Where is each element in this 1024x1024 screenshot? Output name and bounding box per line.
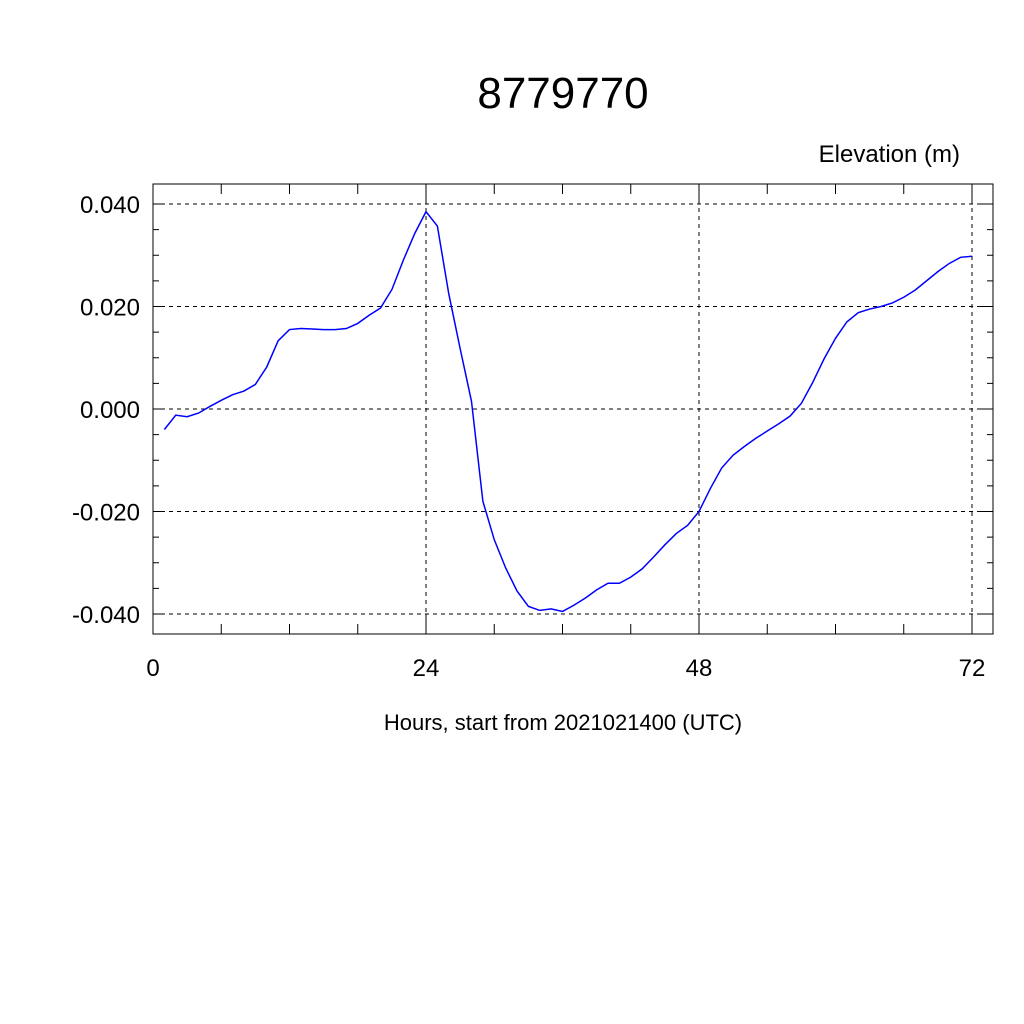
chart-title: 8779770: [477, 69, 648, 118]
x-tick-label: 0: [146, 655, 159, 682]
series-layer: [163, 210, 973, 613]
y-tick-label: -0.020: [72, 500, 140, 527]
y-tick-label: 0.020: [80, 295, 140, 322]
grid-layer: [153, 184, 993, 634]
plot-frame: [152, 183, 994, 635]
elevation-series-line: [163, 210, 973, 613]
x-tick-label: 48: [686, 655, 713, 682]
y-tick-label: 0.000: [80, 397, 140, 424]
y-tick-label: -0.040: [72, 602, 140, 629]
x-axis-label: Hours, start from 2021021400 (UTC): [384, 710, 742, 735]
x-tick-label: 72: [959, 655, 986, 682]
y-axis-label: Elevation (m): [819, 141, 960, 168]
x-tick-label: 24: [413, 655, 440, 682]
y-tick-label: 0.040: [80, 192, 140, 219]
ticks-layer: -0.040 -0.020 0.000 0.020 0.040 0 24 48 72: [72, 184, 993, 682]
